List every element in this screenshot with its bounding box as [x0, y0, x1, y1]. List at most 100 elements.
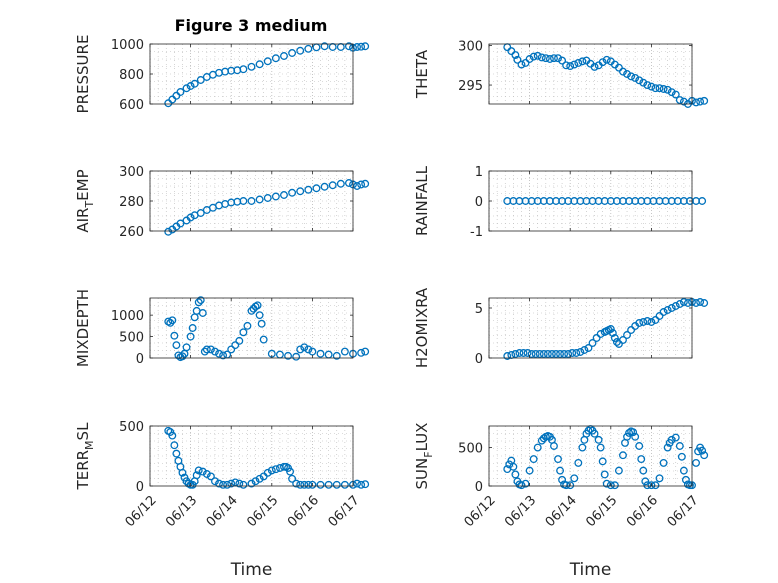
data-point [523, 349, 532, 357]
data-point [215, 479, 223, 488]
data-point [610, 481, 619, 490]
data-point [521, 58, 530, 67]
data-point [683, 299, 692, 307]
data-point [635, 442, 644, 450]
y-axis-label: H2OMIXRA [413, 287, 431, 368]
data-point [255, 195, 264, 204]
data-point [247, 62, 256, 71]
data-point [598, 58, 607, 67]
data-point [255, 474, 264, 483]
y-tick-label: 0 [136, 480, 144, 495]
data-point [560, 350, 569, 358]
data-point [525, 466, 534, 475]
data-point [304, 185, 313, 194]
x-tick-label: 06/13 [163, 493, 200, 530]
y-tick-label: 0 [475, 195, 483, 210]
data-point [700, 451, 709, 460]
data-point [623, 432, 631, 441]
data-point [198, 309, 207, 317]
x-tick-label: 06/17 [665, 493, 702, 530]
data-point [631, 432, 640, 441]
data-point [164, 227, 173, 236]
data-point [288, 474, 297, 483]
data-point [647, 82, 656, 91]
data-point [574, 458, 583, 467]
data-point [509, 462, 518, 471]
x-tick-label: 06/13 [502, 493, 539, 530]
data-point [517, 60, 526, 69]
data-point [296, 480, 305, 489]
y-tick-label: 5 [475, 302, 483, 317]
data-point [239, 65, 248, 74]
data-point [223, 480, 232, 489]
data-point [606, 481, 615, 490]
y-tick-label: 260 [119, 225, 144, 240]
series-markers [164, 179, 370, 236]
data-point [361, 347, 370, 356]
data-point [503, 352, 512, 360]
data-point [554, 455, 562, 464]
data-point [547, 350, 556, 358]
data-point [182, 84, 191, 93]
data-point [584, 344, 593, 352]
data-point [692, 299, 701, 307]
data-point [610, 334, 619, 342]
data-point [529, 52, 538, 61]
data-point [235, 336, 244, 345]
data-point [211, 477, 219, 486]
data-point [580, 346, 589, 354]
data-point [602, 479, 611, 488]
data-point [332, 480, 341, 489]
data-point [361, 42, 370, 51]
data-point [271, 192, 280, 201]
data-point [170, 441, 179, 450]
x-axis-label: Time [230, 560, 273, 580]
data-point [304, 345, 313, 354]
x-tick-label: 06/17 [326, 493, 363, 530]
data-point [172, 449, 181, 458]
data-point [550, 442, 558, 450]
data-point [675, 96, 684, 105]
data-point [251, 477, 260, 486]
axes-box [149, 425, 354, 487]
data-point [357, 480, 366, 489]
data-point [507, 47, 516, 56]
y-tick-label: 500 [119, 420, 144, 435]
data-point [194, 466, 203, 475]
data-point [296, 46, 305, 55]
data-point [300, 343, 309, 352]
data-point [227, 345, 236, 354]
data-point [196, 209, 205, 217]
data-point [361, 179, 370, 188]
y-tick-label: -1 [470, 225, 483, 240]
data-point [629, 428, 638, 437]
data-point [594, 435, 603, 444]
y-axis-label: MIXDEPTH [74, 289, 92, 367]
data-point [556, 350, 564, 358]
data-point [357, 180, 366, 189]
data-point [663, 443, 672, 452]
data-point [324, 480, 333, 489]
data-point [353, 43, 362, 51]
data-point [186, 213, 195, 222]
data-point [619, 451, 627, 460]
data-point [614, 466, 623, 475]
y-axis-label: TERRMSL [74, 422, 96, 491]
series-markers [503, 425, 709, 490]
subplot-terr-msl: 0 500 06/12 06/13 06/14 06/15 06/16 06/17 TERRMS… [74, 420, 370, 580]
data-point [558, 56, 567, 65]
data-point [643, 81, 652, 90]
data-point [170, 331, 179, 340]
data-point [247, 479, 256, 488]
data-point [635, 319, 644, 327]
data-point [606, 325, 615, 333]
data-point [696, 97, 705, 106]
data-point [631, 73, 640, 82]
y-tick-label: 300 [458, 40, 483, 55]
y-axis-label: PRESSURE [74, 35, 92, 114]
data-point [671, 302, 680, 310]
data-point [643, 481, 652, 490]
data-point [675, 442, 684, 450]
data-point [608, 329, 617, 337]
